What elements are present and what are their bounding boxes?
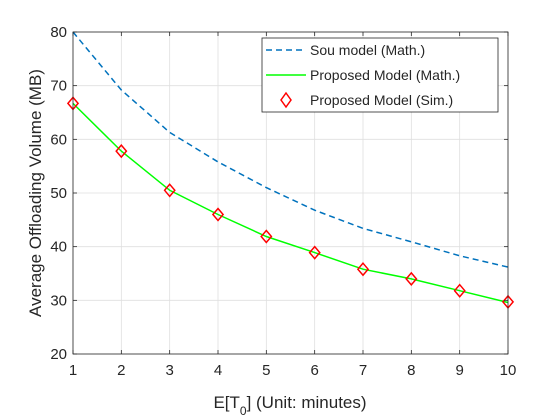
data-point-marker bbox=[308, 245, 321, 260]
x-tick-label: 3 bbox=[165, 362, 173, 379]
y-tick-label: 50 bbox=[50, 185, 67, 202]
series-line-1 bbox=[72, 102, 509, 304]
data-point-marker bbox=[163, 183, 176, 198]
y-tick-label: 60 bbox=[50, 131, 67, 148]
tick-layer: 1 2 3 4 5 6 7 8 9 10 20 30 40 50 60 70 80 bbox=[50, 24, 516, 379]
x-tick-label: 7 bbox=[359, 362, 367, 379]
x-tick-label: 1 bbox=[69, 362, 77, 379]
data-point-marker bbox=[115, 143, 128, 159]
x-tick-label: 8 bbox=[407, 362, 415, 379]
series-line-0 bbox=[72, 31, 509, 268]
y-tick-label: 30 bbox=[50, 292, 67, 309]
x-tick-label: 5 bbox=[262, 362, 270, 379]
y-axis-label: Average Offloading Volume (MB) bbox=[26, 69, 45, 317]
legend: Sou model (Math.) Proposed Model (Math.)… bbox=[261, 37, 499, 113]
y-tick-label: 20 bbox=[50, 346, 67, 363]
data-point-marker bbox=[453, 283, 466, 298]
x-tick-label: 6 bbox=[310, 362, 318, 379]
legend-label-proposed-math: Proposed Model (Math.) bbox=[310, 67, 460, 83]
data-point-marker bbox=[405, 271, 418, 287]
x-axis-label: E[T0] (Unit: minutes) bbox=[213, 393, 366, 418]
x-tick-label: 2 bbox=[117, 362, 125, 379]
y-tick-label: 40 bbox=[50, 239, 67, 256]
data-point-marker bbox=[211, 207, 225, 222]
data-point-marker bbox=[356, 262, 370, 277]
y-tick-label: 70 bbox=[50, 78, 67, 95]
x-tick-label: 9 bbox=[455, 362, 463, 379]
x-tick-label: 4 bbox=[214, 362, 222, 379]
y-tick-label: 80 bbox=[50, 24, 67, 41]
data-point-marker bbox=[260, 229, 273, 244]
legend-label-proposed-sim: Proposed Model (Sim.) bbox=[310, 92, 453, 108]
x-tick-label: 10 bbox=[500, 362, 517, 379]
legend-label-sou-math: Sou model (Math.) bbox=[310, 42, 425, 58]
legend-marker-proposed-sim bbox=[280, 91, 292, 109]
x-axis-label-subscript: 0 bbox=[240, 404, 247, 418]
